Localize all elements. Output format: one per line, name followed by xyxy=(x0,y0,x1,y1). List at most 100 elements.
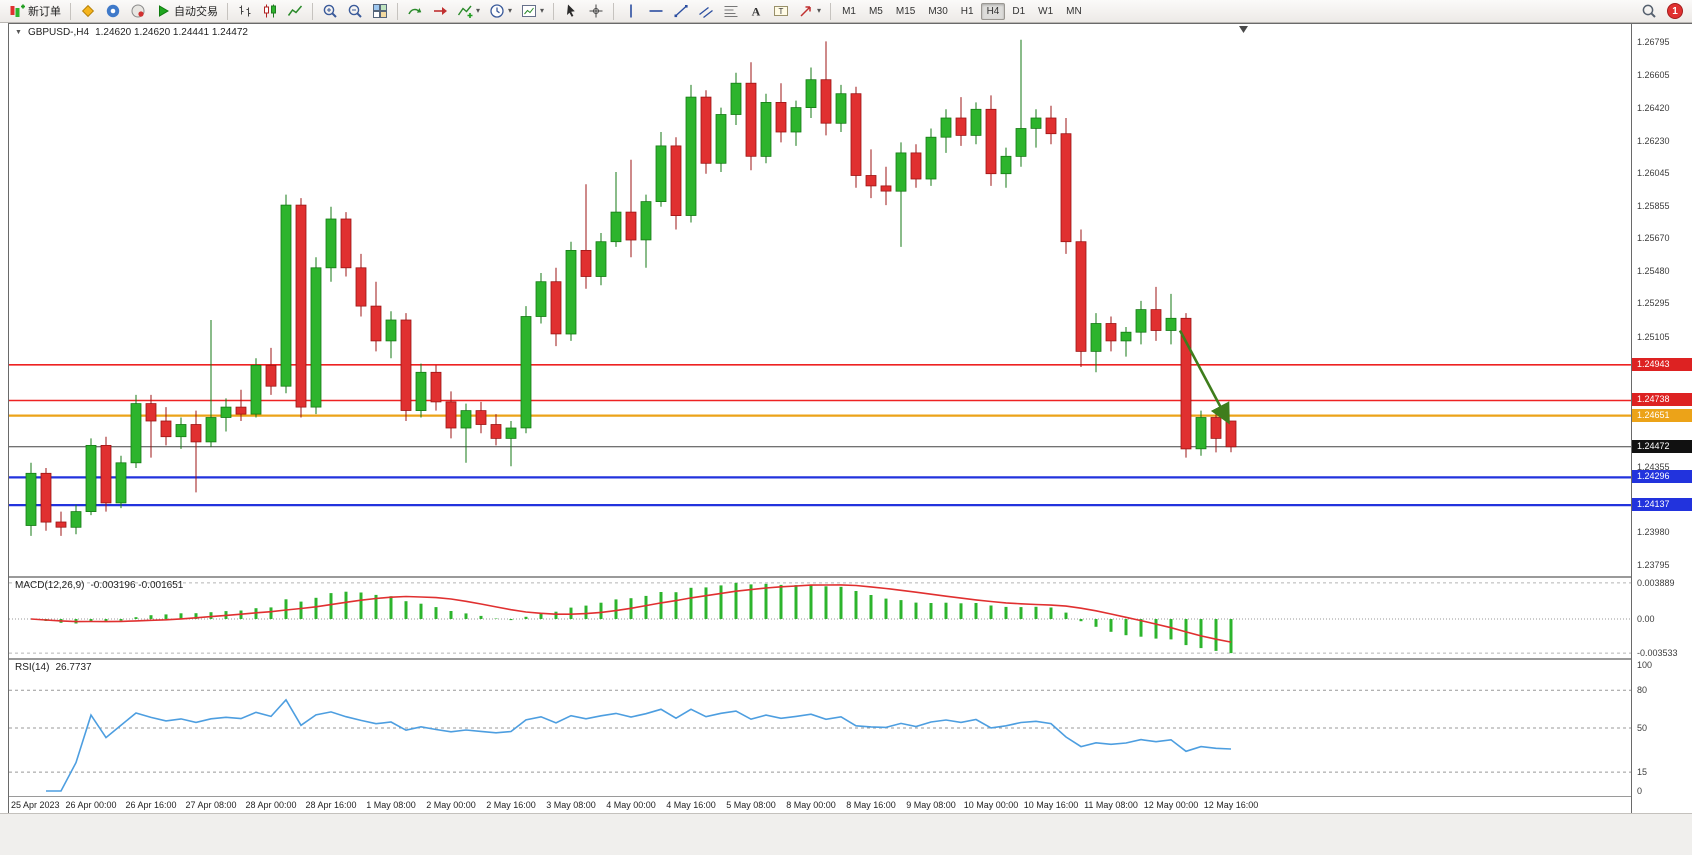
market-watch-icon xyxy=(81,4,95,18)
notification-badge[interactable]: 1 xyxy=(1667,3,1683,19)
tab-timeframe-mn[interactable]: MN xyxy=(1066,5,1082,17)
svg-text:T: T xyxy=(779,7,784,16)
auto-scroll-icon xyxy=(408,8,422,15)
tab-timeframe-w1[interactable]: W1 xyxy=(1038,5,1054,17)
separator xyxy=(227,2,228,20)
zoom-out-button[interactable] xyxy=(343,1,367,21)
tab-timeframe-m30[interactable]: M30 xyxy=(928,5,948,17)
tab-timeframe-m1[interactable]: M1 xyxy=(842,5,856,17)
price-tag: 1.24296 xyxy=(1632,470,1692,484)
rsi-indicator-name: RSI(14) xyxy=(15,662,50,673)
chart-dropdown-icon[interactable]: ▼ xyxy=(15,29,22,36)
panel-splitter xyxy=(9,796,1692,797)
candlestick-mode-button[interactable] xyxy=(258,1,282,21)
time-axis-label: 28 Apr 16:00 xyxy=(305,800,357,810)
zoom-in-icon xyxy=(323,4,337,18)
label-icon: T xyxy=(774,6,789,16)
chart-ohlc-values: 1.24620 1.24620 1.24441 1.24472 xyxy=(95,27,248,38)
axis-label: 1.25855 xyxy=(1637,200,1670,211)
chart-header: ▼ GBPUSD-,H4 1.24620 1.24620 1.24441 1.2… xyxy=(15,27,248,38)
time-axis-label: 1 May 08:00 xyxy=(366,800,416,810)
channel-tool-button[interactable] xyxy=(694,1,718,21)
fibonacci-tool-button[interactable] xyxy=(719,1,743,21)
panel-splitter[interactable] xyxy=(9,658,1692,660)
fibonacci-icon xyxy=(724,6,738,17)
rsi-panel-plot[interactable] xyxy=(9,660,1631,796)
candlestick-icon xyxy=(264,4,276,18)
axis-label: 0 xyxy=(1637,786,1643,796)
cursor-tool-button[interactable] xyxy=(559,1,583,21)
time-axis-label: 27 Apr 08:00 xyxy=(185,800,237,810)
axis-label: 1.24355 xyxy=(1637,462,1670,473)
candlestick-chart[interactable] xyxy=(9,24,1631,576)
timeframe-group: M1 M5 M15 M30 H1 H4 D1 W1 MN xyxy=(836,2,1088,20)
time-axis-label: 5 May 08:00 xyxy=(726,800,776,810)
time-axis-label: 12 May 00:00 xyxy=(1143,800,1199,810)
axis-label: 1.25295 xyxy=(1637,298,1670,309)
axis-label: 1.25480 xyxy=(1637,266,1670,277)
macd-indicator-name: MACD(12,26,9) xyxy=(15,580,85,591)
shapes-tool-button[interactable]: ▾ xyxy=(794,1,825,21)
axis-label: 1.26605 xyxy=(1637,70,1670,81)
search-icon xyxy=(1642,4,1656,18)
templates-button[interactable]: ▾ xyxy=(517,1,548,21)
arrow-shape-icon xyxy=(800,6,811,17)
horizontal-line-tool-button[interactable] xyxy=(644,1,668,21)
price-tag: 1.24651 xyxy=(1632,408,1692,422)
terminal-button[interactable] xyxy=(126,1,150,21)
price-tag: 1.24738 xyxy=(1632,393,1692,407)
chart-shift-button[interactable] xyxy=(428,1,452,21)
panel-splitter[interactable] xyxy=(9,576,1692,578)
tab-timeframe-h1[interactable]: H1 xyxy=(960,5,974,17)
time-axis[interactable]: 25 Apr 2023 26 Apr 00:00 26 Apr 16:00 27 Ap… xyxy=(9,797,1631,813)
time-axis-label: 4 May 00:00 xyxy=(606,800,656,810)
market-watch-button[interactable] xyxy=(76,1,100,21)
tab-timeframe-d1[interactable]: D1 xyxy=(1012,5,1026,17)
autotrading-play-icon xyxy=(159,5,169,17)
time-axis-label: 26 Apr 00:00 xyxy=(65,800,117,810)
axis-label: 1.23980 xyxy=(1637,527,1670,538)
vertical-line-tool-button[interactable] xyxy=(619,1,643,21)
crosshair-tool-button[interactable] xyxy=(584,1,608,21)
indicators-button[interactable]: ▾ xyxy=(453,1,484,21)
bar-chart-mode-button[interactable] xyxy=(233,1,257,21)
trendline-tool-button[interactable] xyxy=(669,1,693,21)
channel-icon xyxy=(699,6,713,19)
separator xyxy=(553,2,555,20)
new-order-label: 新订单 xyxy=(28,6,61,18)
axis-label: 1.26795 xyxy=(1637,37,1670,48)
status-bar-area xyxy=(0,813,1692,855)
price-axis[interactable]: 1.26795 1.26605 1.26420 1.26230 1.26045 1.258… xyxy=(1631,24,1692,813)
new-order-button[interactable]: 新订单 xyxy=(5,1,65,21)
time-axis-label: 8 May 16:00 xyxy=(846,800,896,810)
tab-timeframe-m5[interactable]: M5 xyxy=(868,5,883,17)
rsi-header: RSI(14) 26.7737 xyxy=(15,662,92,673)
axis-label: 1.25105 xyxy=(1637,331,1670,342)
axis-label: 15 xyxy=(1637,767,1648,778)
macd-panel-plot[interactable] xyxy=(9,578,1631,658)
chart-symbol-label: GBPUSD-,H4 xyxy=(27,27,90,38)
time-axis-label: 28 Apr 00:00 xyxy=(245,800,297,810)
axis-label: 1.23795 xyxy=(1637,559,1670,570)
axis-label: 1.25670 xyxy=(1637,233,1670,244)
label-tool-button[interactable]: T xyxy=(769,1,793,21)
periods-button[interactable]: ▾ xyxy=(485,1,516,21)
tile-windows-button[interactable] xyxy=(368,1,392,21)
search-button[interactable] xyxy=(1637,1,1661,21)
clock-icon xyxy=(490,4,504,18)
tab-timeframe-m15[interactable]: M15 xyxy=(895,5,916,17)
autotrading-button[interactable]: 自动交易 xyxy=(151,1,222,21)
text-icon: A xyxy=(752,5,761,19)
svg-text:A: A xyxy=(752,5,761,19)
auto-scroll-button[interactable] xyxy=(403,1,427,21)
tab-timeframe-h4[interactable]: H4 xyxy=(980,2,1006,20)
text-tool-button[interactable]: A xyxy=(744,1,768,21)
line-chart-mode-button[interactable] xyxy=(283,1,307,21)
time-axis-label: 12 May 16:00 xyxy=(1203,800,1259,810)
horizontal-line-icon xyxy=(649,10,663,12)
axis-label: 50 xyxy=(1637,723,1648,733)
zoom-in-button[interactable] xyxy=(318,1,342,21)
navigator-button[interactable] xyxy=(101,1,125,21)
main-toolbar: 新订单 自动交易 xyxy=(0,0,1692,23)
chevron-down-icon: ▾ xyxy=(817,6,822,15)
